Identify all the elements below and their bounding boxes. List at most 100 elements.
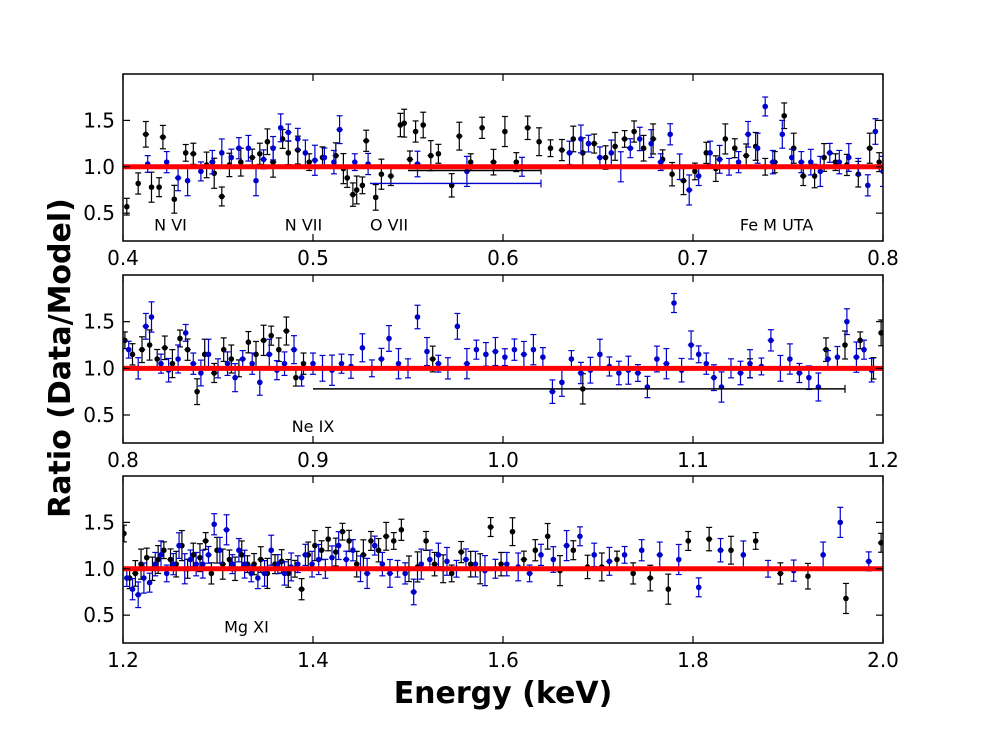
data-point [509,517,516,547]
data-point [777,562,784,585]
data-point [820,541,827,569]
data-point [208,562,215,585]
y-tick-label: 0.5 [83,201,115,225]
data-point [590,133,598,154]
plot-area [123,292,883,406]
data-point [359,176,366,195]
data-point [302,543,309,567]
data-point [585,134,592,153]
data-point [621,545,628,564]
data-point [558,138,566,162]
data-point [182,143,189,162]
data-point [524,115,531,141]
data-point [372,183,379,211]
data-point [146,572,153,593]
data-point [298,578,305,601]
data-point [209,149,216,175]
x-tick-label: 1.2 [867,448,899,472]
data-point [359,333,366,363]
data-point [371,535,378,556]
data-point [647,564,654,592]
data-point [336,115,343,145]
data-point [636,126,643,152]
data-point [843,308,850,336]
data-point [270,135,277,161]
data-point [311,144,319,176]
data-point [503,551,510,577]
data-point [363,557,371,590]
data-point [224,351,231,377]
data-point [511,338,518,361]
data-point [226,549,233,570]
series-blue [144,96,883,206]
data-point [817,155,824,188]
data-point [194,378,201,406]
data-point [163,150,170,174]
data-point [431,551,438,577]
plot-area [123,96,883,216]
data-point [281,561,288,586]
data-point [872,118,879,145]
data-point [424,336,430,367]
data-point [663,347,670,380]
data-point [501,348,508,367]
data-point [665,573,672,605]
y-tick-label: 1.5 [83,510,115,534]
data-point [125,340,132,359]
wide-bin-blue [370,179,542,188]
data-point [138,548,145,580]
data-point [815,372,822,402]
data-point [245,330,252,354]
data-point [159,124,167,150]
data-point [197,359,204,387]
data-point [378,158,385,190]
x-tick-label: 1.4 [297,648,329,672]
data-point [140,562,147,594]
data-point [325,526,332,552]
y-tick-label: 1.0 [83,356,115,380]
data-point [184,165,191,197]
data-point [330,149,337,175]
y-tick-label: 1.0 [83,155,115,179]
data-point [675,543,682,576]
data-point [735,150,742,174]
x-tick-label: 1.2 [107,648,139,672]
data-point [241,549,248,579]
data-point [382,521,390,551]
data-point [248,148,256,167]
line-label: Fe M UTA [740,215,813,234]
data-point [473,339,480,360]
data-point [216,536,223,564]
data-point [744,120,752,148]
x-tick-label: 0.5 [297,246,329,270]
data-point [375,537,382,563]
data-point [501,115,508,148]
data-point [239,350,246,368]
data-point [205,545,212,564]
data-point [349,539,356,562]
data-point [705,526,713,552]
data-point [156,177,163,198]
data-point [878,319,883,347]
x-tick-label: 1.1 [677,448,709,472]
data-point [577,124,584,154]
data-point [454,312,461,340]
data-point [752,531,759,550]
series-black [123,516,883,615]
data-point [196,543,203,573]
x-tick-label: 0.9 [297,448,329,472]
data-point [235,137,243,160]
data-point [169,349,176,379]
data-point [220,337,227,363]
x-tick-label: 0.4 [107,246,139,270]
data-point [146,329,153,361]
data-point [277,113,284,143]
data-point [762,96,769,117]
data-point [154,348,161,370]
data-point [558,367,565,397]
series-blue [125,292,875,405]
data-point [275,337,282,363]
data-point [362,129,370,152]
data-point [596,338,603,371]
data-point [728,535,734,565]
